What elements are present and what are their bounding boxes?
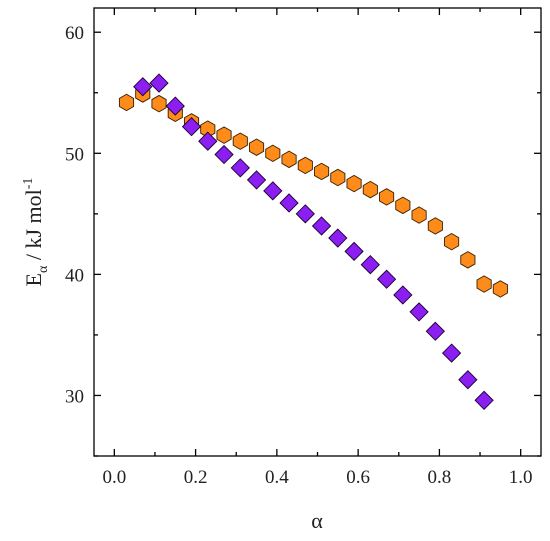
y-axis-title-superscript: -1 xyxy=(21,178,36,190)
hexagon-point xyxy=(216,126,232,144)
diamond-point xyxy=(425,321,445,341)
x-tick-labels: 0.0 0.2 0.4 0.6 0.8 1.0 xyxy=(102,467,532,488)
diamond-point xyxy=(360,255,380,275)
diamond-point xyxy=(376,269,397,289)
hexagon-point xyxy=(379,188,395,206)
hexagon-point xyxy=(330,168,346,187)
hexagon-point xyxy=(362,180,378,199)
y-tick-label: 50 xyxy=(65,144,84,165)
diamond-point xyxy=(409,302,429,322)
hexagon-point xyxy=(248,138,265,156)
axis-ticks xyxy=(94,8,541,457)
diamond-point xyxy=(344,241,364,262)
hexagon-point xyxy=(151,94,167,113)
y-axis-title: Eα / kJ mol-1 xyxy=(21,178,51,287)
y-axis-title-main: E xyxy=(21,273,46,286)
plot-frame xyxy=(93,7,542,457)
x-tick-label: 0.2 xyxy=(184,467,208,488)
y-tick-labels: 30 40 50 60 xyxy=(65,23,84,407)
hexagon-point xyxy=(297,156,313,175)
diamond-point xyxy=(441,343,462,363)
hexagon-point xyxy=(314,162,330,181)
x-tick-label: 0.4 xyxy=(265,467,289,488)
diamond-point xyxy=(149,73,169,93)
hexagon-point xyxy=(427,217,443,235)
series-hexagon xyxy=(118,85,508,298)
diamond-point xyxy=(474,390,494,410)
y-tick-label: 30 xyxy=(65,386,84,407)
x-tick-label: 0.6 xyxy=(346,467,370,488)
hexagon-point xyxy=(492,280,508,298)
x-axis-title: α xyxy=(311,508,323,533)
diamond-point xyxy=(165,96,185,116)
hexagon-point xyxy=(265,144,281,163)
diamond-point xyxy=(181,117,202,137)
hexagon-point xyxy=(118,93,135,112)
y-axis-title-subscript: α xyxy=(36,265,51,273)
x-tick-label: 0.8 xyxy=(428,467,452,488)
hexagon-point xyxy=(346,174,362,193)
hexagon-point xyxy=(476,275,492,293)
hexagon-point xyxy=(460,251,476,269)
x-tick-label: 1.0 xyxy=(509,467,533,488)
diamond-point xyxy=(263,181,283,201)
diamond-point xyxy=(230,158,250,178)
y-axis-title-rest: / kJ mol xyxy=(21,189,46,265)
diamond-point xyxy=(279,193,299,213)
diamond-point xyxy=(246,170,267,190)
hexagon-point xyxy=(281,150,297,169)
hexagon-point xyxy=(411,206,427,224)
hexagon-point xyxy=(395,196,411,215)
data-points xyxy=(118,73,508,410)
hexagon-point xyxy=(232,132,248,150)
y-tick-label: 60 xyxy=(65,23,84,44)
diamond-point xyxy=(133,77,153,97)
diamond-point xyxy=(311,216,332,236)
x-tick-label: 0.0 xyxy=(102,467,126,488)
diamond-point xyxy=(393,285,413,305)
diamond-point xyxy=(214,144,234,165)
diamond-point xyxy=(328,228,348,248)
diamond-point xyxy=(295,204,315,224)
y-tick-label: 40 xyxy=(65,265,84,286)
diamond-point xyxy=(198,131,218,151)
hexagon-point xyxy=(444,232,460,251)
diamond-point xyxy=(458,370,478,390)
series-diamond xyxy=(133,73,494,410)
